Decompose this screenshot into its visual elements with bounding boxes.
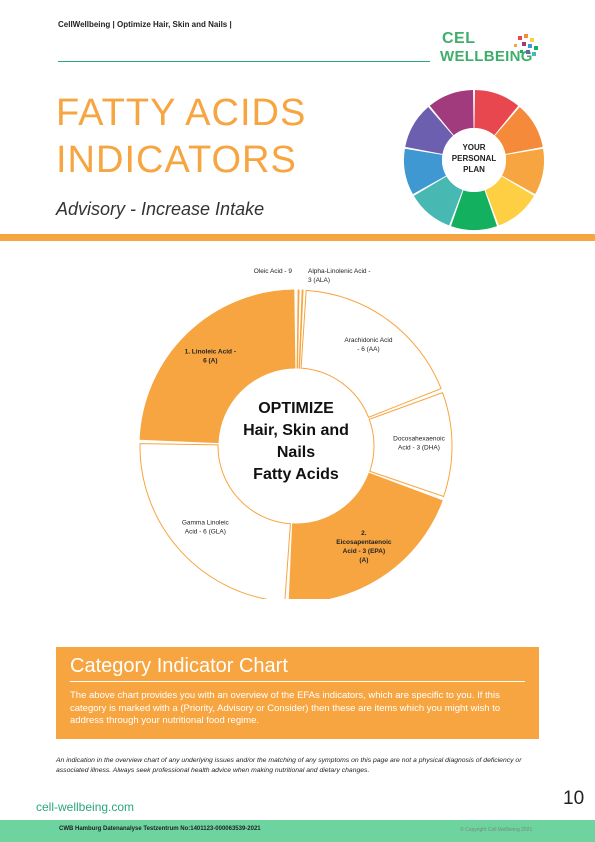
chart-segment-label: - 6 (AA) (357, 346, 379, 353)
disclaimer: An indication in the overview chart of a… (56, 757, 522, 774)
page-number: 10 (563, 788, 585, 809)
cellwellbeing-logo: CEL WELLBEING (438, 28, 548, 76)
chart-segment-label: 1. Linoleic Acid - (185, 348, 236, 355)
chart-center-line-2: Hair, Skin and (243, 422, 349, 439)
chart-segment (139, 443, 291, 599)
chart-segment (368, 392, 453, 498)
chart-segment-label: Acid - 3 (EPA) (343, 548, 386, 555)
chart-segment (296, 289, 300, 369)
wheel-segment (501, 148, 544, 195)
chart-segment-label: 6 (A) (203, 357, 217, 364)
title-divider-bar (0, 234, 595, 241)
wheel-segment (405, 107, 454, 155)
wheel-segment (413, 176, 463, 226)
logo-dots-icon (514, 34, 538, 56)
category-indicator-box: Category Indicator Chart The above chart… (56, 647, 539, 739)
wheel-segment (474, 90, 519, 136)
chart-center-line-3: Nails (277, 444, 315, 461)
page-title-line-1: FATTY ACIDS (56, 92, 307, 134)
personal-plan-wheel: YOUR PERSONAL PLAN (404, 90, 544, 230)
chart-segment-label: Eicosapentaenoic (336, 539, 392, 546)
chart-segment-label: (A) (359, 557, 368, 564)
header-brand-line: CellWellbeing | Optimize Hair, Skin and … (58, 20, 232, 29)
chart-segment-label: Arachidonic Acid (344, 337, 392, 344)
wheel-segment (494, 107, 543, 155)
fatty-acids-donut-chart: Oleic Acid - 9 Alpha-Linolenic Acid - 3 (A… (139, 268, 453, 599)
subtitle: Advisory - Increase Intake (56, 199, 265, 219)
wheel-segment (485, 176, 535, 226)
chart-segment-label: Oleic Acid - 9 (254, 268, 293, 275)
chart-segment-label: Alpha-Linolenic Acid - (308, 268, 371, 275)
wheel-center-line-3: PLAN (463, 165, 485, 174)
chart-segment (139, 289, 296, 444)
footer-copyright: © Copyright Cell Wellbeing 2021 (460, 827, 533, 833)
chart-segment (288, 472, 443, 599)
logo-line-1: CEL (442, 30, 476, 47)
chart-segment-label: 3 (ALA) (308, 277, 330, 284)
chart-center-line-1: OPTIMIZE (258, 400, 334, 417)
category-divider (70, 681, 525, 682)
category-title: Category Indicator Chart (70, 655, 288, 677)
wheel-center-line-2: PERSONAL (452, 154, 497, 163)
logo-line-2: WELLBEING (440, 48, 533, 65)
chart-center-line-4: Fatty Acids (253, 466, 339, 483)
chart-segment-label: Acid - 3 (DHA) (398, 444, 440, 451)
wheel-center-line-1: YOUR (462, 143, 485, 152)
category-description: The above chart provides you with an ove… (70, 690, 501, 726)
page-title-line-2: INDICATORS (56, 139, 297, 181)
footer-lab-line: CWB Hamburg Datenanalyse Testzentrum No:… (59, 826, 261, 832)
page-title: FATTY ACIDS INDICATORS (56, 90, 306, 184)
chart-segment (298, 289, 304, 369)
wheel-segment (429, 90, 474, 136)
website-link[interactable]: cell-wellbeing.com (36, 800, 135, 814)
wheel-segment (404, 148, 447, 195)
chart-segment (300, 289, 442, 418)
footer-bar: CWB Hamburg Datenanalyse Testzentrum No:… (0, 820, 595, 842)
chart-segment-label: Gamma Linoleic (182, 520, 230, 527)
chart-segment-label: Docosahexaenoic (393, 435, 445, 442)
chart-segment-label: 2. (361, 530, 367, 537)
wheel-segment (450, 190, 498, 230)
chart-segment-label: Acid - 6 (GLA) (185, 529, 226, 536)
header-divider (58, 61, 430, 62)
